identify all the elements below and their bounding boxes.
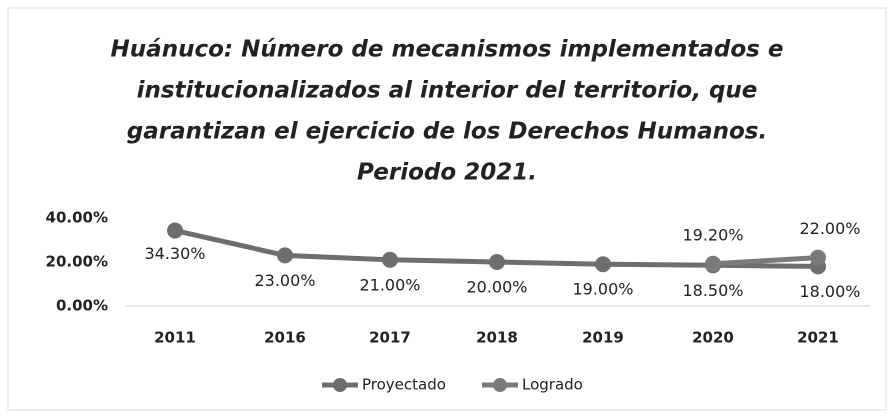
data-label: 21.00% (359, 275, 420, 294)
point (382, 251, 398, 268)
y-tick-label: 20.00% (46, 253, 108, 271)
data-label: 34.30% (144, 244, 205, 263)
series-line (712, 255, 819, 267)
chart-title: Periodo 2021. (357, 160, 537, 186)
data-label: 23.00% (254, 271, 315, 290)
x-tick-label: 2011 (154, 329, 196, 347)
chart-title: garantizan el ejercicio de los Derechos … (127, 119, 767, 145)
data-label: 20.00% (466, 278, 527, 297)
x-tick-label: 2020 (692, 329, 734, 347)
x-tick-label: 2019 (582, 329, 624, 347)
chart-title: Huánuco: Número de mecanismos implementa… (111, 37, 784, 63)
data-label: 19.00% (572, 280, 633, 299)
data-label: 22.00% (799, 219, 860, 238)
legend-label: Proyectado (362, 376, 446, 394)
data-label: 19.20% (682, 225, 743, 244)
x-tick-label: 2016 (264, 329, 306, 347)
point (810, 249, 826, 266)
y-tick-label: 0.00% (56, 297, 108, 315)
point (167, 222, 183, 239)
x-tick-label: 2017 (369, 329, 411, 347)
point (489, 254, 505, 270)
point (595, 256, 611, 273)
data-label: 18.50% (682, 281, 743, 300)
y-tick-label: 40.00% (46, 209, 108, 227)
data-label: 18.00% (799, 282, 860, 301)
legend-marker (493, 378, 507, 392)
x-tick-label: 2021 (797, 329, 839, 347)
point (277, 247, 293, 264)
legend-marker (333, 378, 347, 392)
chart-title: institucionalizados al interior del terr… (137, 78, 758, 104)
legend-label: Logrado (522, 376, 583, 394)
frame (7, 7, 887, 411)
point (705, 255, 721, 272)
x-tick-label: 2018 (476, 329, 518, 347)
